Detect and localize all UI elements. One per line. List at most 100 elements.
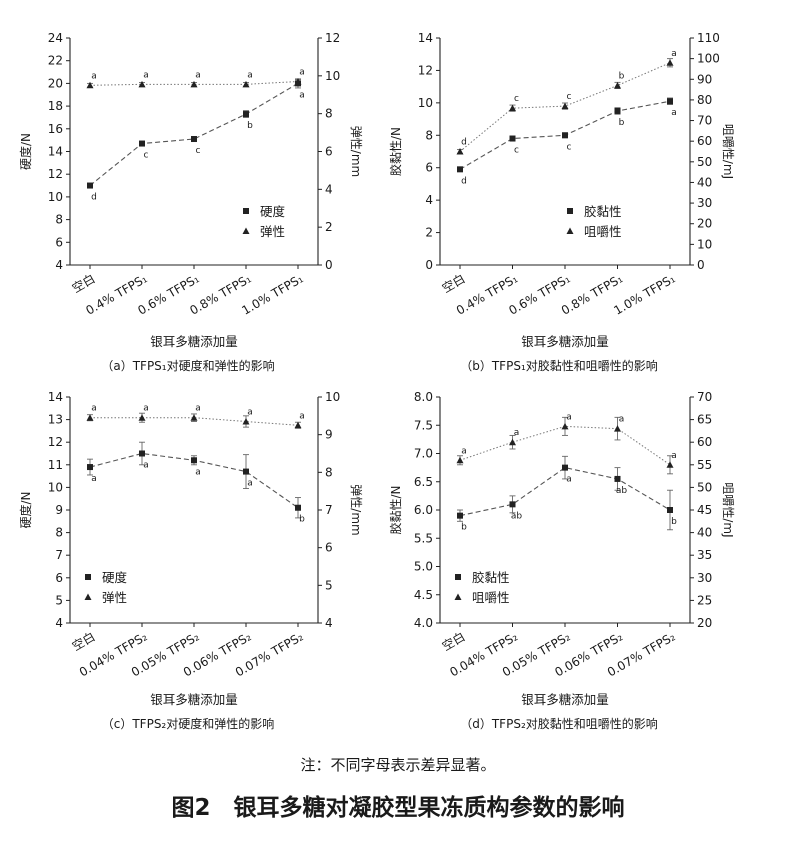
- left-tick-label: 2: [425, 226, 433, 240]
- series-line: [459, 467, 671, 517]
- significance-letter: c: [514, 146, 519, 156]
- left-tick-label: 4: [55, 258, 63, 272]
- right-tick-label: 4: [325, 616, 333, 630]
- panel-caption: （a）TFPS₁对硬度和弹性的影响: [101, 358, 274, 373]
- legend-marker: [85, 574, 91, 580]
- left-tick-label: 13: [48, 413, 63, 427]
- significance-letter: a: [619, 415, 625, 425]
- left-tick-label: 12: [418, 63, 433, 77]
- significance-letter: a: [195, 70, 201, 80]
- data-point: [190, 414, 198, 421]
- left-tick-label: 22: [48, 54, 63, 68]
- significance-letter: a: [91, 404, 97, 414]
- data-point: [243, 111, 249, 118]
- x-tick-label: 空白: [69, 629, 97, 654]
- right-tick-label: 10: [697, 237, 712, 251]
- left-tick-label: 5: [55, 593, 63, 607]
- significance-letter: a: [566, 475, 572, 485]
- x-tick-label: 空白: [69, 271, 97, 296]
- data-point: [457, 512, 463, 519]
- right-tick-label: 110: [697, 31, 720, 45]
- data-point: [191, 457, 197, 464]
- significance-letter: a: [671, 451, 677, 461]
- right-axis-title: 弹性/mm: [349, 484, 363, 535]
- right-tick-label: 90: [697, 72, 712, 86]
- left-tick-label: 12: [48, 435, 63, 449]
- significance-letter: a: [514, 428, 520, 438]
- significance-letter: b: [461, 523, 467, 533]
- significance-letter: b: [299, 515, 305, 525]
- significance-letter: a: [566, 412, 572, 422]
- left-tick-label: 0: [425, 258, 433, 272]
- significance-letter: b: [619, 71, 625, 81]
- legend-label: 硬度: [260, 204, 286, 219]
- significance-letter: c: [514, 94, 519, 104]
- data-point: [667, 507, 673, 513]
- left-tick-label: 4: [425, 193, 433, 207]
- data-point: [667, 98, 673, 105]
- right-tick-label: 2: [325, 220, 333, 234]
- left-tick-label: 20: [48, 76, 63, 90]
- right-tick-label: 45: [697, 503, 712, 517]
- left-tick-label: 4.0: [414, 616, 433, 630]
- significance-letter: b: [247, 121, 253, 131]
- series-line: [459, 62, 671, 152]
- x-axis-title: 银耳多糖添加量: [150, 692, 238, 707]
- significance-letter: d: [91, 193, 97, 203]
- right-tick-label: 5: [325, 578, 333, 592]
- data-point: [139, 140, 145, 147]
- right-tick-label: 0: [325, 258, 333, 272]
- right-tick-label: 10: [325, 69, 340, 83]
- data-point: [562, 132, 568, 139]
- significance-letter: a: [247, 407, 253, 417]
- right-tick-label: 80: [697, 93, 712, 107]
- significance-letter: a: [91, 474, 97, 484]
- series-line: [89, 82, 299, 186]
- left-tick-label: 6: [425, 161, 433, 175]
- significance-letter: c: [144, 151, 149, 161]
- significance-letter: a: [143, 404, 149, 414]
- left-axis-title: 胶黏性/N: [388, 485, 403, 534]
- left-tick-label: 7: [55, 548, 63, 562]
- left-tick-label: 7.0: [414, 447, 433, 461]
- right-tick-label: 12: [325, 31, 340, 45]
- x-axis-title: 银耳多糖添加量: [521, 692, 609, 707]
- data-point: [509, 438, 516, 446]
- data-point: [614, 425, 621, 432]
- right-tick-label: 40: [697, 526, 712, 540]
- right-tick-label: 7: [325, 503, 333, 517]
- significance-letter: a: [671, 49, 677, 59]
- left-tick-label: 14: [48, 390, 63, 404]
- right-tick-label: 8: [325, 107, 333, 121]
- right-axis-title: 弹性/mm: [349, 126, 363, 177]
- data-point: [87, 182, 93, 189]
- legend-label: 硬度: [102, 570, 128, 585]
- significance-letter: a: [143, 461, 149, 471]
- right-tick-label: 100: [697, 52, 720, 66]
- right-tick-label: 30: [697, 196, 712, 210]
- left-tick-label: 5.5: [414, 531, 433, 545]
- right-tick-label: 30: [697, 571, 712, 585]
- right-tick-label: 6: [325, 145, 333, 159]
- right-tick-label: 20: [697, 217, 712, 231]
- legend-marker: [242, 227, 250, 234]
- left-tick-label: 12: [48, 167, 63, 181]
- data-point: [614, 81, 621, 89]
- left-tick-label: 16: [48, 122, 63, 136]
- data-point: [294, 421, 302, 429]
- left-tick-label: 4.5: [414, 588, 433, 602]
- x-axis-title: 银耳多糖添加量: [521, 334, 609, 349]
- left-tick-label: 8.0: [414, 390, 433, 404]
- right-tick-label: 4: [325, 182, 333, 196]
- right-tick-label: 70: [697, 114, 712, 128]
- significance-letter: d: [461, 138, 467, 148]
- right-tick-label: 35: [697, 548, 712, 562]
- data-point: [509, 104, 516, 112]
- data-point: [457, 166, 463, 173]
- data-point: [191, 136, 197, 143]
- data-point: [509, 501, 516, 508]
- left-axis-title: 硬度/N: [18, 491, 33, 528]
- left-tick-label: 7.5: [414, 418, 433, 432]
- right-axis-title: 咀嚼性/mJ: [721, 124, 735, 179]
